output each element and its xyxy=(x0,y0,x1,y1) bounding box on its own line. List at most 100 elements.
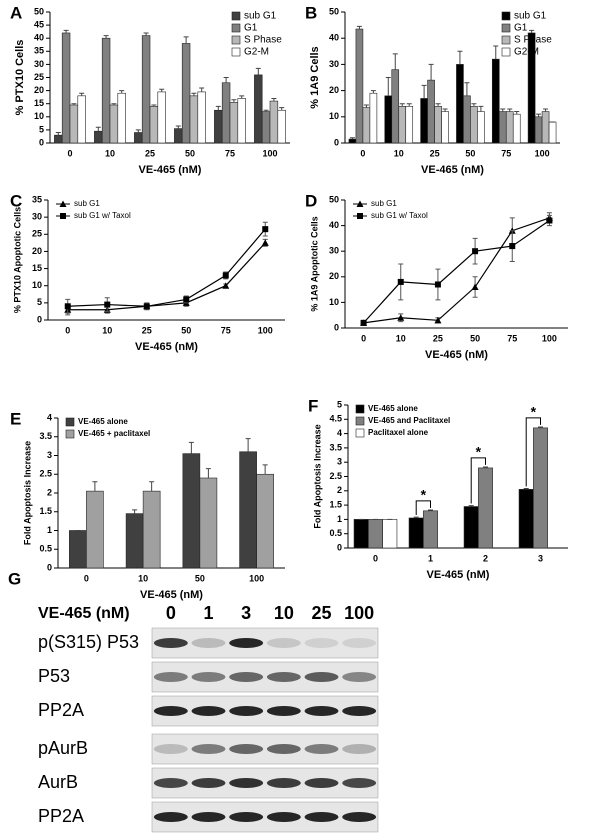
bar xyxy=(197,91,206,144)
panel-letter: B xyxy=(305,3,317,22)
row-label: PP2A xyxy=(38,700,84,720)
error-bar xyxy=(239,95,245,99)
bar xyxy=(54,134,63,144)
x-axis-label: VE-465 (nM) xyxy=(140,589,203,601)
legend-marker xyxy=(60,213,66,219)
error-bar xyxy=(538,426,543,428)
blot-band xyxy=(266,706,301,716)
y-tick-label: 0.5 xyxy=(39,544,52,554)
bar xyxy=(77,95,86,144)
y-tick-label: 10 xyxy=(329,297,339,307)
y-tick-label: 45 xyxy=(34,19,44,29)
error-bar xyxy=(471,103,477,107)
bar xyxy=(353,519,369,549)
error-bar xyxy=(435,103,441,107)
bar xyxy=(423,510,438,549)
x-tick-label: 2 xyxy=(483,553,488,563)
bar xyxy=(456,64,464,144)
blot-band xyxy=(229,812,264,822)
y-tick-label: 10 xyxy=(32,280,42,290)
marker xyxy=(261,239,269,246)
bar xyxy=(261,111,271,144)
y-tick-label: 30 xyxy=(32,212,42,222)
bar xyxy=(142,490,161,569)
error-bar xyxy=(55,132,61,136)
blot-band xyxy=(153,672,188,682)
marker xyxy=(222,272,229,279)
y-axis-label: Fold Apoptosis Increase xyxy=(22,441,32,545)
blot-band xyxy=(304,672,339,682)
legend-marker xyxy=(356,200,364,207)
blot-band xyxy=(153,778,188,788)
y-tick-label: 2.5 xyxy=(329,471,342,481)
error-bar xyxy=(478,105,484,112)
bar xyxy=(477,111,485,144)
blot-band xyxy=(266,744,301,754)
error-bar xyxy=(543,108,549,112)
error-bar xyxy=(188,441,194,454)
x-tick-label: 0 xyxy=(67,148,72,158)
y-tick-label: 35 xyxy=(34,46,44,56)
line xyxy=(363,219,550,324)
marker xyxy=(64,303,71,310)
row-label: P53 xyxy=(38,666,70,686)
marker xyxy=(434,316,442,324)
y-axis-label: % 1A9 Apoptotic Cells xyxy=(309,216,319,311)
bar xyxy=(384,95,393,144)
blot-band xyxy=(304,778,339,788)
bar xyxy=(221,82,231,144)
blot-band xyxy=(266,638,301,648)
bar xyxy=(86,490,104,569)
bar xyxy=(174,128,183,144)
y-axis-label: Fold Apoptosis Increase xyxy=(312,424,322,528)
bar xyxy=(534,116,543,144)
x-tick-label: 100 xyxy=(535,148,550,158)
y-tick-label: 2 xyxy=(47,487,52,497)
error-bar xyxy=(223,77,229,83)
error-bar xyxy=(514,111,520,115)
error-bar xyxy=(205,468,211,478)
legend-label: VE-465 + paclitaxel xyxy=(78,429,150,438)
bar xyxy=(391,69,400,144)
x-tick-label: 0 xyxy=(373,553,378,563)
marker xyxy=(397,314,405,321)
marker xyxy=(360,319,367,326)
panel-letter: F xyxy=(308,396,318,415)
error-bar xyxy=(363,104,369,108)
bar xyxy=(355,28,364,144)
marker xyxy=(183,296,190,303)
dose-label: VE-465 (nM) xyxy=(38,605,130,622)
x-axis-label: VE-465 (nM) xyxy=(425,349,488,361)
blot-band xyxy=(304,744,339,754)
legend-label: G2-M xyxy=(514,47,539,58)
marker xyxy=(472,248,479,255)
panel-letter: A xyxy=(10,3,22,22)
bar xyxy=(541,111,550,144)
bar xyxy=(69,104,79,144)
bar xyxy=(398,106,407,144)
legend-marker xyxy=(357,213,363,219)
significance-bracket xyxy=(415,500,431,515)
legend-swatch xyxy=(231,23,241,33)
y-axis-label: % PTX10 Cells xyxy=(14,40,26,116)
x-tick-label: 75 xyxy=(501,148,511,158)
blot-band xyxy=(191,812,226,822)
error-bar xyxy=(413,516,419,518)
error-bar xyxy=(428,63,434,81)
marker xyxy=(509,243,516,250)
error-bar xyxy=(356,25,362,30)
x-tick-label: 75 xyxy=(221,325,231,335)
x-tick-label: 75 xyxy=(507,333,517,343)
blot-band xyxy=(191,706,226,716)
error-bar xyxy=(79,92,85,96)
bar xyxy=(254,74,263,144)
y-tick-label: 2.5 xyxy=(39,469,52,479)
legend-swatch xyxy=(231,35,241,45)
legend-swatch xyxy=(501,11,511,21)
x-tick-label: 25 xyxy=(433,333,443,343)
blot-band xyxy=(153,812,188,822)
x-axis-label: VE-465 (nM) xyxy=(135,341,198,353)
y-tick-label: 2 xyxy=(337,485,342,495)
bar xyxy=(117,92,126,144)
line xyxy=(67,228,266,307)
